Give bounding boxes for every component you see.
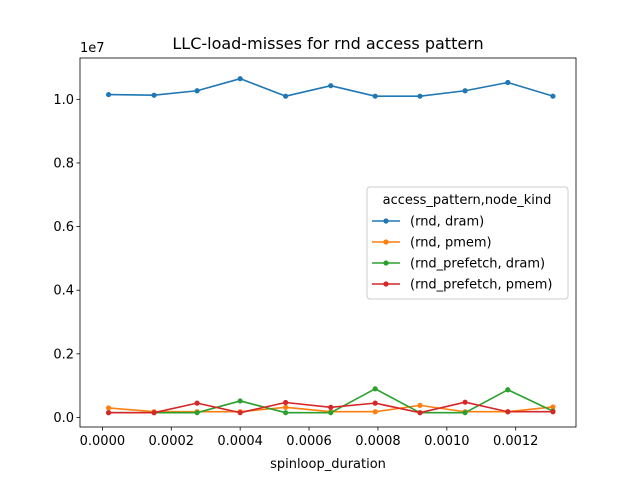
legend-label: (rnd_prefetch, dram)	[410, 257, 545, 272]
y-offset-label: 1e7	[80, 41, 105, 56]
data-point	[283, 93, 289, 99]
x-tick-label: 0.0004	[217, 434, 263, 449]
data-point	[328, 83, 334, 89]
y-tick-label: 0.0	[53, 411, 74, 426]
y-tick-label: 0.2	[53, 347, 74, 362]
series-0	[105, 76, 556, 99]
data-point	[505, 409, 511, 415]
data-point	[151, 92, 157, 98]
series-layer	[105, 76, 556, 416]
chart-title: LLC-load-misses for rnd access pattern	[172, 34, 483, 53]
data-point	[283, 399, 289, 406]
legend-box	[366, 186, 569, 300]
legend-marker	[383, 218, 389, 224]
data-point	[550, 404, 556, 410]
y-tick-label: 0.8	[53, 156, 74, 171]
data-point	[194, 88, 200, 94]
data-point	[462, 399, 468, 405]
legend-entry: (rnd_prefetch, dram)	[372, 257, 545, 272]
series-3	[105, 399, 556, 416]
y-tick-label: 0.6	[53, 220, 74, 235]
legend-label: (rnd, dram)	[410, 215, 484, 230]
legend-title: access_pattern,node_kind	[383, 193, 552, 208]
data-point	[283, 404, 289, 410]
legend-label: (rnd, pmem)	[410, 236, 492, 251]
data-point	[151, 410, 157, 416]
data-point	[417, 402, 423, 408]
data-point	[550, 93, 556, 99]
data-point	[505, 387, 511, 393]
data-point	[237, 410, 243, 416]
y-tick-label: 0.4	[53, 284, 74, 299]
data-point	[328, 404, 334, 410]
legend: access_pattern,node_kind (rnd, dram)(rnd…	[366, 186, 569, 300]
data-point	[372, 400, 378, 406]
data-point	[105, 405, 112, 411]
x-tick-label: 0.0002	[149, 434, 195, 449]
data-point	[194, 410, 200, 416]
data-point	[237, 398, 243, 404]
x-tick-label: 0.0008	[355, 434, 401, 449]
legend-label: (rnd_prefetch, pmem)	[410, 278, 552, 293]
x-axis: 0.0000 0.0002 0.0004 0.0006 0.0008 0.0010 0.00…	[80, 427, 539, 449]
data-point	[417, 93, 423, 99]
data-point	[462, 410, 468, 416]
y-tick-label: 1.0	[53, 93, 74, 108]
series-2	[105, 386, 556, 416]
data-point	[283, 410, 289, 416]
x-tick-label: 0.0000	[80, 434, 126, 449]
data-point	[328, 410, 334, 416]
data-point	[105, 410, 112, 416]
data-point	[372, 409, 378, 415]
legend-entry: (rnd_prefetch, pmem)	[372, 278, 552, 293]
data-point	[462, 88, 468, 94]
x-tick-label: 0.0006	[286, 434, 332, 449]
legend-entry: (rnd, dram)	[372, 215, 484, 230]
data-point	[505, 79, 511, 86]
data-point	[194, 400, 200, 406]
legend-marker	[383, 281, 389, 287]
y-axis: 0.0 0.2 0.4 0.6 0.8 1.0	[53, 93, 80, 426]
legend-entry: (rnd, pmem)	[372, 236, 492, 251]
data-point	[372, 93, 378, 99]
plot-frame	[79, 57, 577, 428]
legend-marker	[383, 260, 389, 266]
x-tick-label: 0.0012	[493, 434, 539, 449]
x-axis-label: spinloop_duration	[270, 457, 386, 472]
legend-entries: (rnd, dram) (rnd, pmem) (rnd_prefetch, dra…	[372, 215, 552, 293]
data-point	[105, 91, 112, 98]
data-point	[372, 386, 378, 392]
data-point	[417, 410, 423, 416]
legend-marker	[383, 239, 389, 245]
x-tick-label: 0.0010	[424, 434, 470, 449]
data-point	[237, 76, 243, 82]
data-point	[550, 409, 556, 415]
